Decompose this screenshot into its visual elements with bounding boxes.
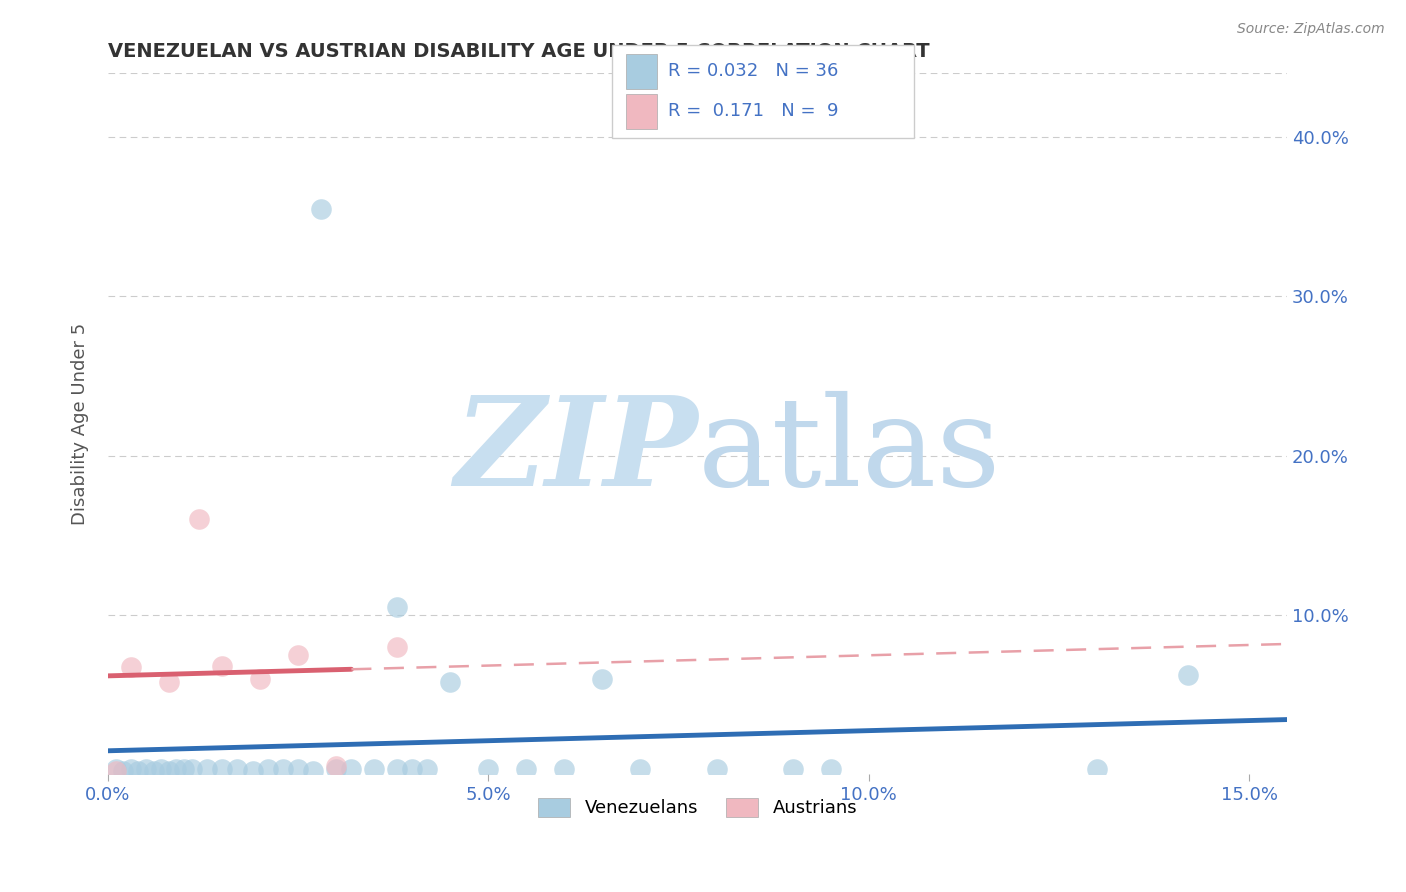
Point — [180, 762, 202, 776]
Point — [401, 762, 423, 776]
Point — [385, 762, 408, 776]
Text: R =  0.171   N =  9: R = 0.171 N = 9 — [668, 103, 838, 120]
Point — [385, 599, 408, 614]
Point — [104, 762, 127, 776]
Point — [271, 762, 294, 776]
Point — [416, 762, 439, 776]
Point — [211, 762, 233, 776]
Point — [188, 512, 211, 526]
Point — [112, 764, 135, 778]
Point — [439, 674, 461, 689]
Point — [782, 762, 804, 776]
Point — [104, 764, 127, 778]
Text: ZIP: ZIP — [454, 391, 697, 513]
Point — [591, 672, 613, 686]
Point — [325, 759, 347, 773]
Point — [120, 762, 142, 776]
Point — [309, 202, 332, 216]
Point — [553, 762, 575, 776]
Point — [142, 764, 165, 778]
Point — [242, 764, 264, 778]
Text: R = 0.032   N = 36: R = 0.032 N = 36 — [668, 62, 838, 80]
Point — [287, 648, 309, 662]
Text: Source: ZipAtlas.com: Source: ZipAtlas.com — [1237, 22, 1385, 37]
Point — [1085, 762, 1108, 776]
Point — [706, 762, 728, 776]
Point — [195, 762, 218, 776]
Point — [515, 762, 537, 776]
Point — [157, 674, 180, 689]
Point — [1177, 668, 1199, 682]
Point — [302, 764, 325, 778]
Point — [127, 764, 149, 778]
Point — [340, 762, 363, 776]
Point — [166, 762, 188, 776]
Point — [211, 658, 233, 673]
Point — [363, 762, 385, 776]
Point — [256, 762, 278, 776]
Text: atlas: atlas — [697, 392, 1001, 512]
Point — [249, 672, 271, 686]
Y-axis label: Disability Age Under 5: Disability Age Under 5 — [72, 323, 89, 524]
Point — [226, 762, 249, 776]
Point — [135, 762, 157, 776]
Point — [173, 762, 195, 776]
Text: VENEZUELAN VS AUSTRIAN DISABILITY AGE UNDER 5 CORRELATION CHART: VENEZUELAN VS AUSTRIAN DISABILITY AGE UN… — [108, 42, 929, 61]
Point — [157, 764, 180, 778]
Legend: Venezuelans, Austrians: Venezuelans, Austrians — [531, 791, 865, 825]
Point — [120, 660, 142, 674]
Point — [385, 640, 408, 654]
Point — [150, 762, 173, 776]
Point — [287, 762, 309, 776]
Point — [325, 762, 347, 776]
Point — [477, 762, 499, 776]
Point — [820, 762, 842, 776]
Point — [630, 762, 652, 776]
